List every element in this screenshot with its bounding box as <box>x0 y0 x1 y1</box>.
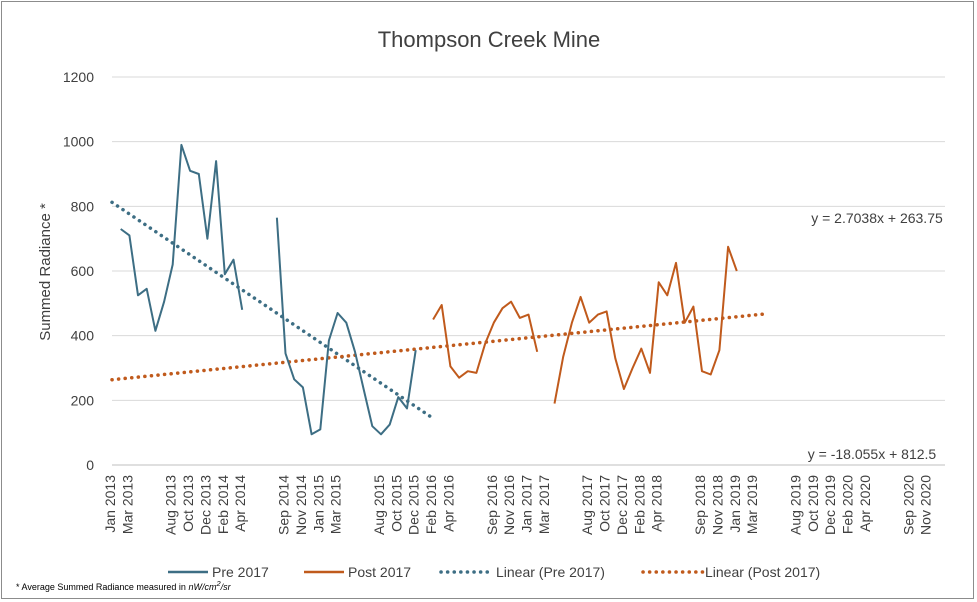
footnote-unit: nW/cm <box>188 582 217 592</box>
x-axis-ticks: Jan 2013 Mar 2013 Aug 2013 Oct 2013 Dec 2013… <box>102 475 934 535</box>
legend: Pre 2017 Post 2017 Linear (Pre 2017) Lin… <box>168 564 820 580</box>
equation-post: y = 2.7038x + 263.75 <box>811 210 943 226</box>
equation-pre: y = -18.055x + 812.5 <box>808 446 937 462</box>
x-tick-label: Dec 2019 <box>822 475 838 535</box>
x-tick-label: Apr 2018 <box>649 475 665 532</box>
x-tick-label: Feb 2020 <box>840 475 856 534</box>
x-tick-label: Feb 2014 <box>215 475 231 534</box>
x-tick-label: Jan 2015 <box>310 475 326 533</box>
footnote-suffix: /sr <box>220 582 231 592</box>
legend-label-post-2017: Post 2017 <box>348 564 411 580</box>
x-tick-label: Jan 2013 <box>102 475 118 533</box>
trendline-2 <box>110 200 435 421</box>
legend-label-pre-2017: Pre 2017 <box>212 564 269 580</box>
x-tick-label: Apr 2020 <box>857 475 873 532</box>
series-line-0-segment-1 <box>275 217 417 436</box>
x-tick-label: Mar 2013 <box>119 475 135 534</box>
x-tick-label: Oct 2013 <box>180 475 196 532</box>
y-tick-label: 1200 <box>63 69 94 85</box>
y-tick-label: 600 <box>71 263 95 279</box>
x-tick-label: Mar 2019 <box>744 475 760 534</box>
y-axis-label: Summed Radiance * <box>37 203 54 341</box>
x-tick-label: Aug 2017 <box>579 475 595 535</box>
x-tick-label: Mar 2015 <box>328 475 344 534</box>
x-tick-label: Dec 2015 <box>406 475 422 535</box>
x-tick-label: Sep 2014 <box>276 475 292 535</box>
x-tick-label: Sep 2016 <box>484 475 500 535</box>
x-tick-label: Sep 2018 <box>692 475 708 535</box>
y-tick-label: 200 <box>71 392 95 408</box>
x-tick-label: Apr 2014 <box>232 475 248 532</box>
x-tick-label: Nov 2020 <box>918 475 934 535</box>
footnote: * Average Summed Radiance measured in nW… <box>16 579 231 592</box>
x-tick-label: Aug 2015 <box>371 475 387 535</box>
x-tick-label: Dec 2017 <box>614 475 630 535</box>
x-tick-label: Sep 2020 <box>900 475 916 535</box>
x-tick-label: Aug 2019 <box>787 475 803 535</box>
chart-title: Thompson Creek Mine <box>378 27 601 52</box>
x-tick-label: Oct 2017 <box>597 475 613 532</box>
x-tick-label: Apr 2016 <box>440 475 456 532</box>
legend-label-linear-pre: Linear (Pre 2017) <box>496 564 605 580</box>
series-line-1-segment-0 <box>432 300 539 379</box>
footnote-sup: 2 <box>216 579 221 588</box>
y-tick-label: 0 <box>86 457 94 473</box>
trendline-3 <box>110 312 765 382</box>
trendlines <box>110 200 765 421</box>
x-tick-label: Feb 2016 <box>423 475 439 534</box>
x-tick-label: Nov 2014 <box>293 475 309 535</box>
series-line-1-segment-1 <box>553 245 738 404</box>
y-axis-ticks: 0 200 400 600 800 1000 1200 <box>63 69 94 473</box>
x-tick-label: Nov 2016 <box>501 475 517 535</box>
y-tick-label: 400 <box>71 328 95 344</box>
footnote-prefix: * Average Summed Radiance measured in <box>16 582 189 592</box>
x-tick-label: Jan 2017 <box>519 475 535 533</box>
x-tick-label: Mar 2017 <box>536 475 552 534</box>
x-tick-label: Dec 2013 <box>197 475 213 535</box>
y-tick-label: 800 <box>71 198 95 214</box>
x-tick-label: Feb 2018 <box>631 475 647 534</box>
x-tick-label: Oct 2015 <box>388 475 404 532</box>
y-tick-label: 1000 <box>63 134 94 150</box>
x-tick-label: Jan 2019 <box>727 475 743 533</box>
gridlines <box>112 76 945 466</box>
series-line-0-segment-0 <box>120 143 244 332</box>
x-tick-label: Nov 2018 <box>709 475 725 535</box>
x-tick-label: Oct 2019 <box>805 475 821 532</box>
x-tick-label: Aug 2013 <box>163 475 179 535</box>
series-lines <box>120 143 738 436</box>
legend-label-linear-post: Linear (Post 2017) <box>705 564 820 580</box>
